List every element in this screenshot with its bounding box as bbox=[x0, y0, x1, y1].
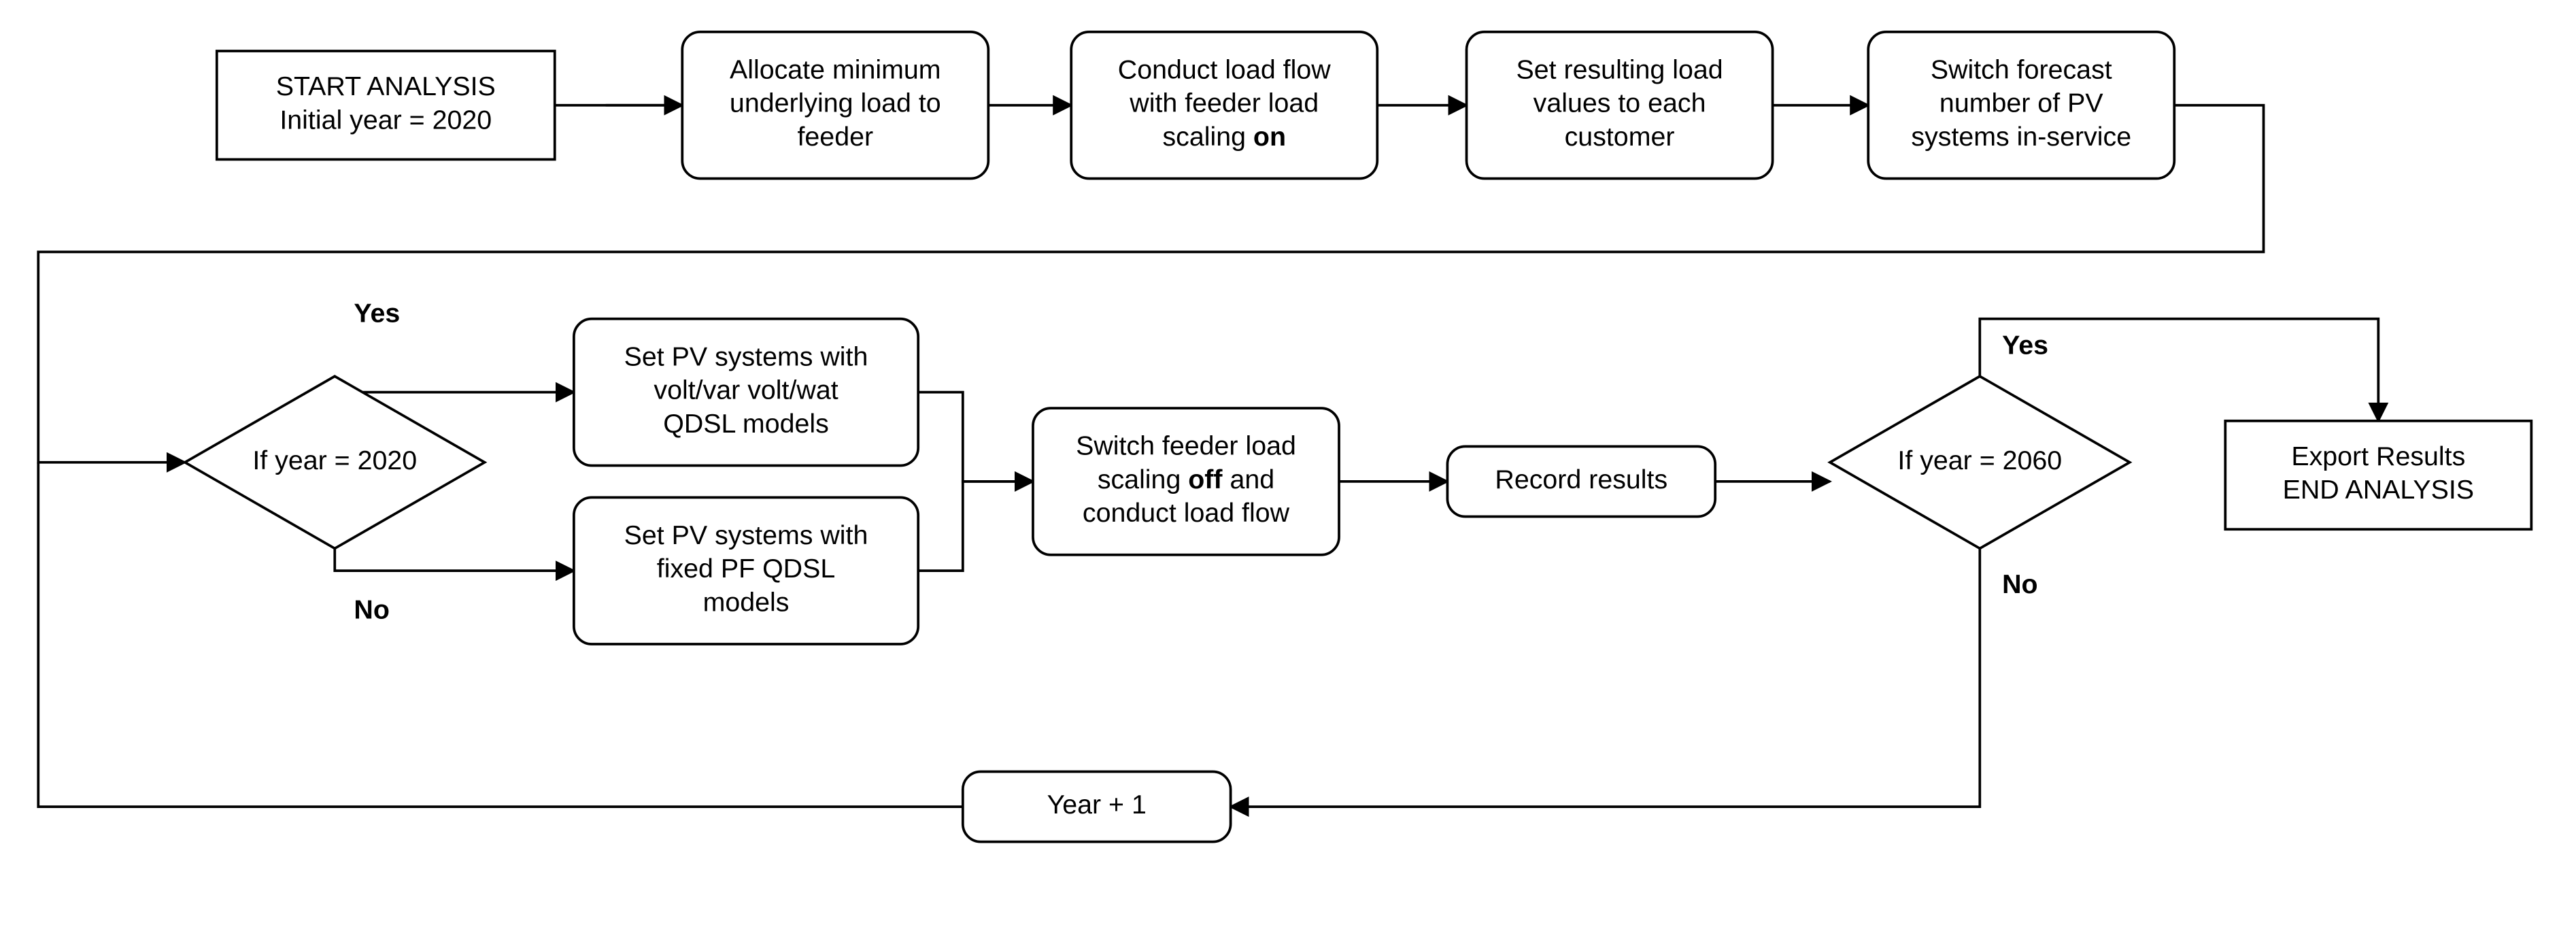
node-end-line0: Export Results bbox=[2291, 441, 2465, 471]
node-pv_pf-line2: models bbox=[703, 588, 790, 618]
node-pv_pf-line1: fixed PF QDSL bbox=[657, 554, 836, 584]
node-start: START ANALYSISInitial year = 2020 bbox=[217, 51, 555, 159]
node-lf_off-line0: Switch feeder load bbox=[1076, 431, 1296, 461]
node-alloc-line2: feeder bbox=[797, 122, 873, 152]
node-pv_vv-line0: Set PV systems with bbox=[624, 342, 868, 372]
node-lf_on-line2: scaling on bbox=[1162, 122, 1286, 152]
node-record: Record results bbox=[1447, 446, 1715, 516]
node-start-line1: Initial year = 2020 bbox=[279, 105, 492, 135]
node-end-line1: END ANALYSIS bbox=[2283, 475, 2474, 505]
node-lf_on: Conduct load flowwith feeder load scaling… bbox=[1071, 32, 1377, 179]
node-setval-line2: customer bbox=[1565, 122, 1675, 152]
node-setval-line0: Set resulting load bbox=[1516, 55, 1723, 85]
node-switchpv-line2: systems in-service bbox=[1911, 122, 2131, 152]
node-lf_off-line2: conduct load flow bbox=[1083, 499, 1290, 528]
node-alloc-line1: underlying load to bbox=[730, 88, 941, 118]
node-switchpv: Switch forecastnumber of PV systems in-se… bbox=[1868, 32, 2174, 179]
label-yes_2020: Yes bbox=[354, 298, 400, 328]
node-switchpv-line0: Switch forecast bbox=[1931, 55, 2112, 85]
node-d2060: If year = 2060 bbox=[1830, 376, 2130, 548]
node-lf_off: Switch feeder load scaling off and conduct… bbox=[1033, 408, 1339, 555]
node-end: Export Results END ANALYSIS bbox=[2225, 421, 2531, 529]
node-d2020: If year = 2020 bbox=[185, 376, 485, 548]
node-yearinc: Year + 1 bbox=[963, 772, 1231, 842]
node-pv_vv: Set PV systems withvolt/var volt/wat QDSL… bbox=[574, 319, 918, 466]
node-lf_off-line1: scaling off and bbox=[1098, 465, 1274, 494]
edge-d2060-yearinc-12 bbox=[1231, 548, 1980, 807]
node-setval-line1: values to each bbox=[1533, 88, 1706, 118]
flowchart-canvas: START ANALYSISInitial year = 2020 Allocat… bbox=[0, 0, 2576, 867]
node-yearinc-line0: Year + 1 bbox=[1047, 790, 1147, 820]
node-start-line0: START ANALYSIS bbox=[276, 72, 496, 102]
label-no_2020: No bbox=[354, 594, 389, 624]
node-lf_on-line0: Conduct load flow bbox=[1118, 55, 1331, 85]
label-yes_2060: Yes bbox=[2002, 330, 2048, 360]
label-no_2060: No bbox=[2002, 569, 2037, 599]
edge-pv_pf-lf_off-8 bbox=[918, 482, 1033, 571]
edge-pv_vv-lf_off-7 bbox=[918, 392, 1033, 482]
node-lf_on-line1: with feeder load bbox=[1129, 88, 1319, 118]
node-alloc: Allocate minimumunderlying load to feeder bbox=[682, 32, 988, 179]
node-pv_vv-line1: volt/var volt/wat bbox=[654, 375, 838, 405]
node-switchpv-line1: number of PV bbox=[1939, 88, 2103, 118]
node-d2020-line0: If year = 2020 bbox=[252, 445, 417, 475]
node-alloc-line0: Allocate minimum bbox=[730, 55, 941, 85]
node-pv_pf: Set PV systems with fixed PF QDSL models bbox=[574, 497, 918, 644]
edge-d2020-pv_pf-6 bbox=[335, 548, 574, 571]
node-pv_pf-line0: Set PV systems with bbox=[624, 520, 868, 550]
node-d2060-line0: If year = 2060 bbox=[1897, 445, 2062, 475]
node-record-line0: Record results bbox=[1495, 465, 1667, 494]
node-pv_vv-line2: QDSL models bbox=[663, 409, 829, 439]
node-setval: Set resulting loadvalues to each customer bbox=[1467, 32, 1773, 179]
edge-d2020-pv_vv-5 bbox=[335, 376, 574, 392]
